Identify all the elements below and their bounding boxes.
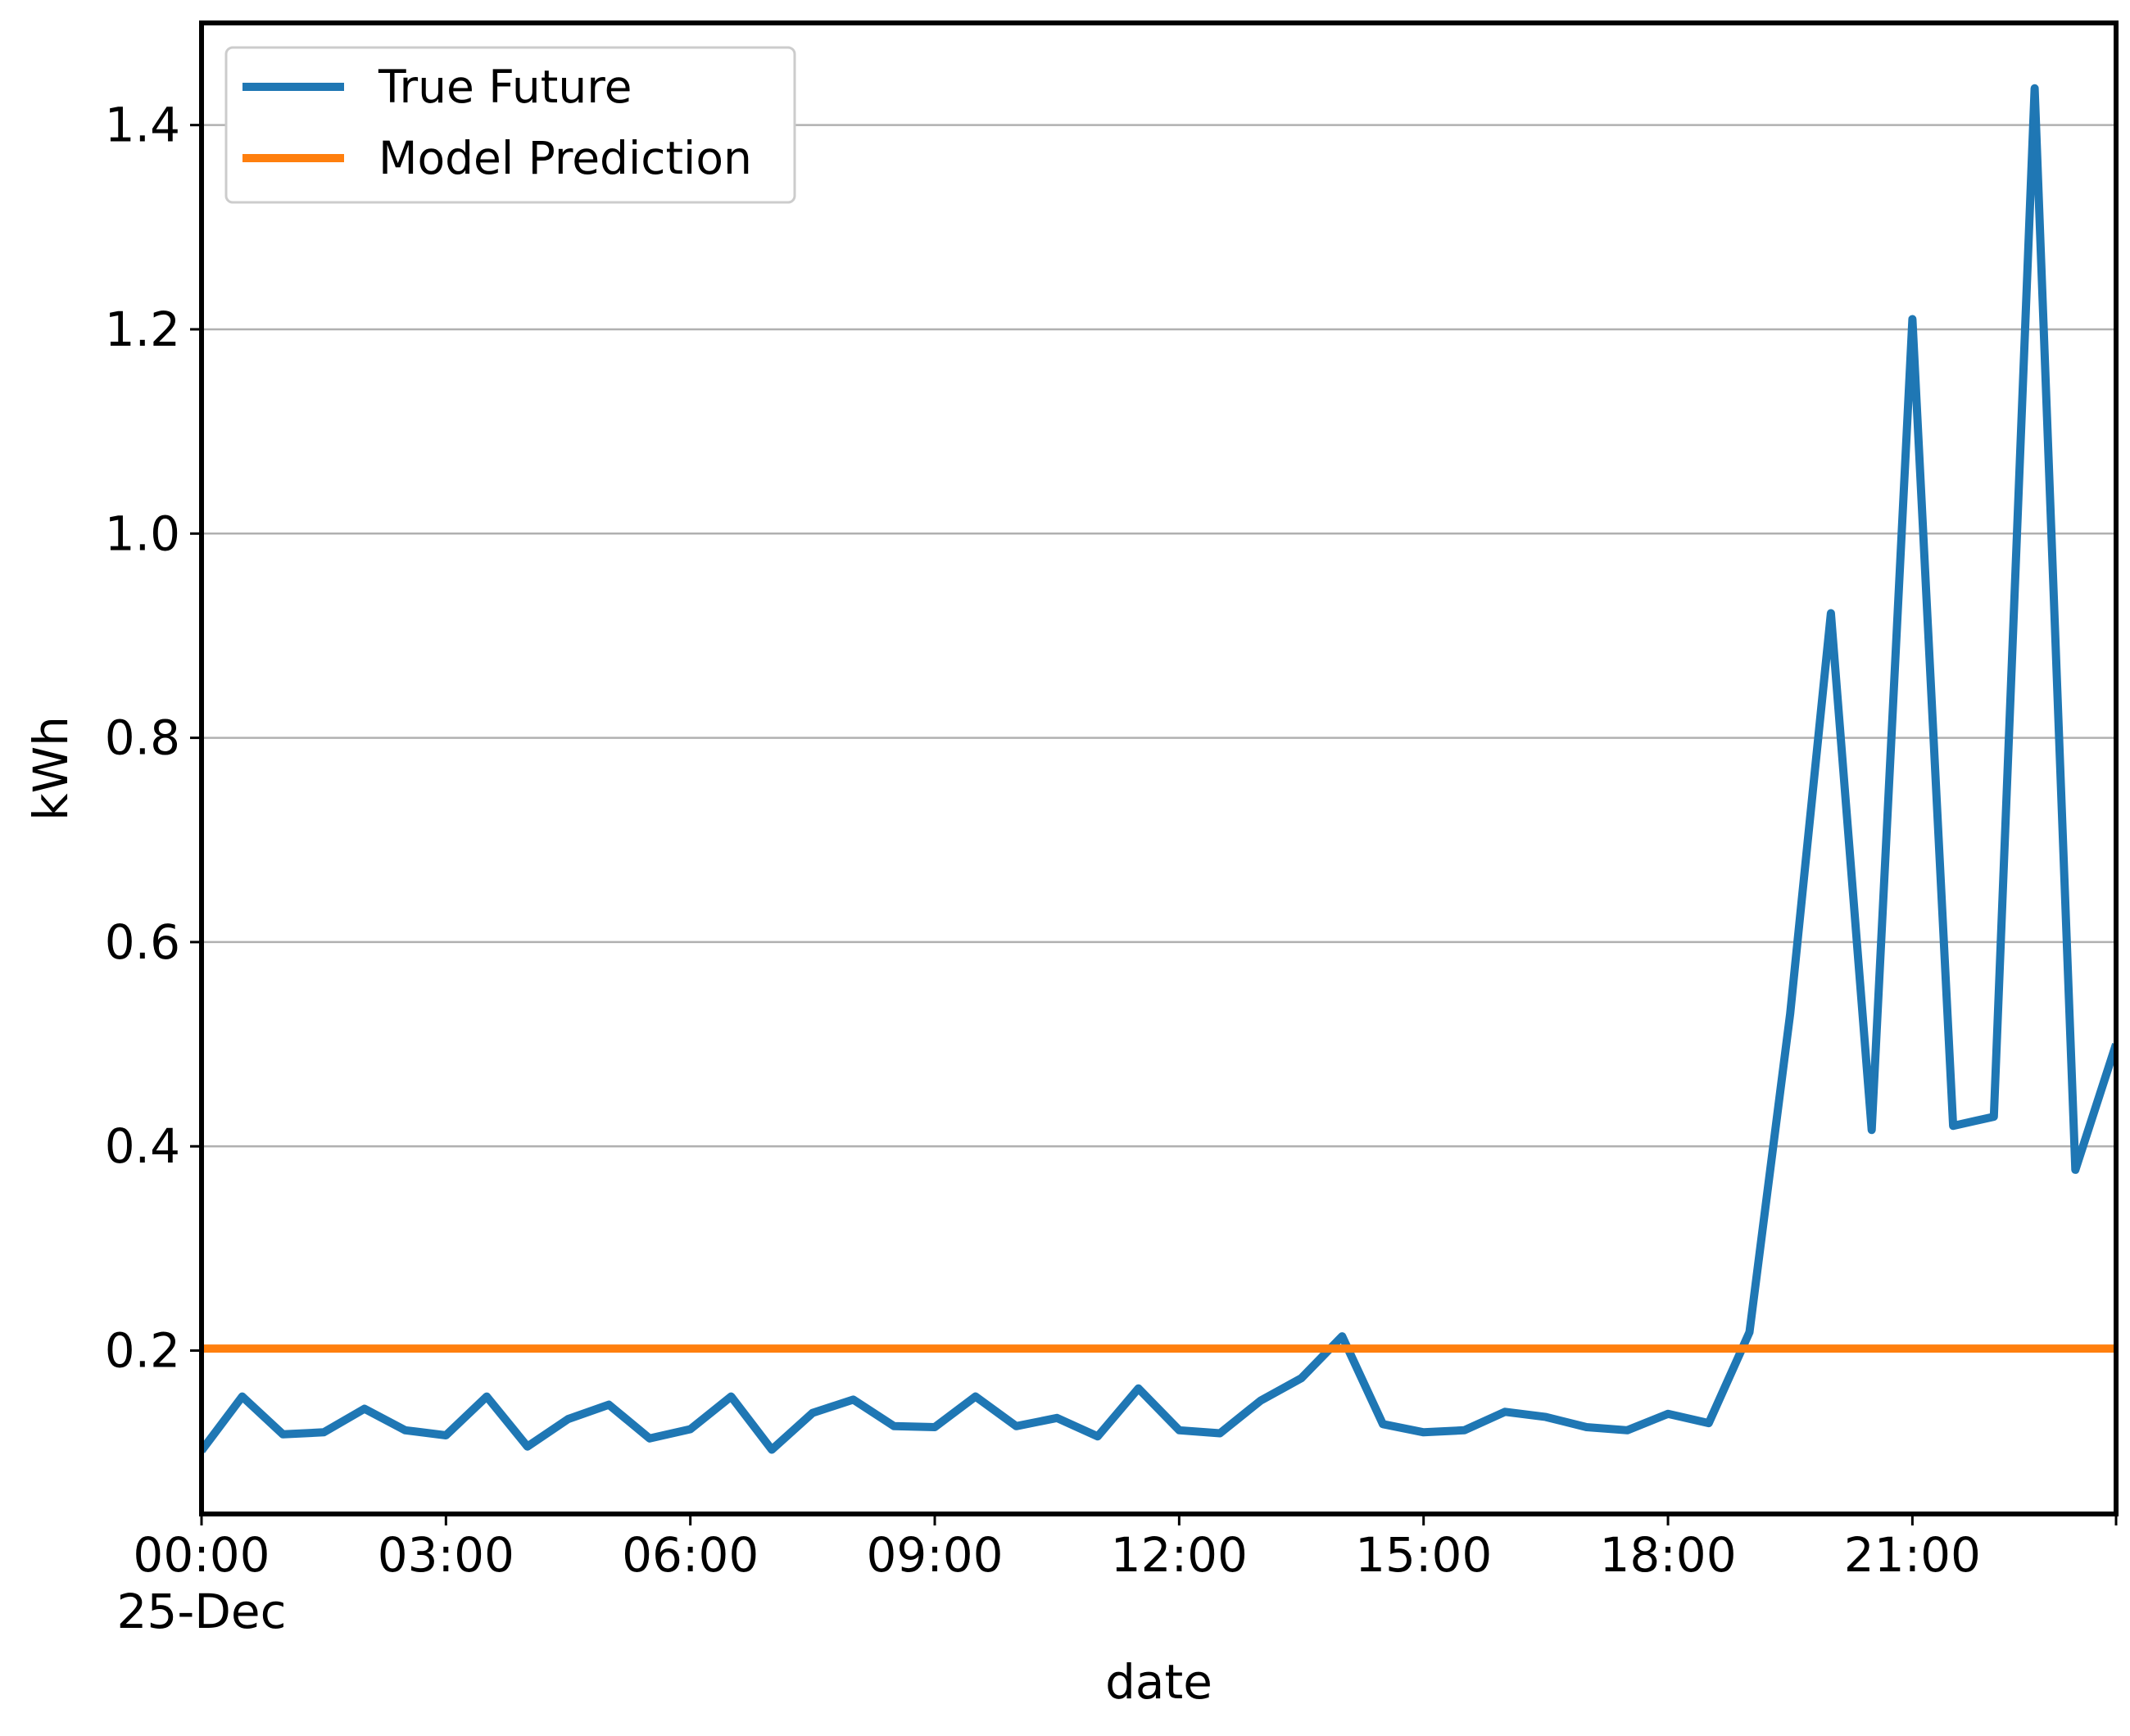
y-tick-label: 1.2 — [105, 301, 180, 357]
x-tick-label: 00:00 — [133, 1527, 270, 1583]
x-tick-label: 15:00 — [1355, 1527, 1492, 1583]
series-line-true-future — [202, 84, 2116, 1454]
plot-frame — [199, 20, 2119, 1516]
x-axis-label: date — [1105, 1654, 1212, 1710]
y-axis-ticks: 0.2 0.4 0.6 0.8 1.0 1.2 1.4 — [105, 97, 202, 1379]
x-tick-label: 12:00 — [1111, 1527, 1248, 1583]
x-tick-label: 21:00 — [1844, 1527, 1981, 1583]
x-tick-sublabel: 25-Dec — [117, 1584, 287, 1639]
y-tick-label: 0.2 — [105, 1323, 180, 1379]
y-tick-label: 0.6 — [105, 914, 180, 970]
x-tick-label: 18:00 — [1599, 1527, 1736, 1583]
legend: True Future Model Prediction — [224, 46, 796, 204]
x-tick-label: 03:00 — [378, 1527, 514, 1583]
x-tick-label: 06:00 — [622, 1527, 759, 1583]
legend-box — [224, 46, 796, 204]
x-tick-label: 09:00 — [866, 1527, 1003, 1583]
y-tick-label: 1.4 — [105, 97, 180, 153]
y-tick-label: 0.4 — [105, 1118, 180, 1174]
legend-label-true-future: True Future — [378, 61, 632, 113]
series-lines — [202, 84, 2116, 1454]
y-gridlines — [202, 124, 2116, 1352]
y-tick-label: 0.8 — [105, 710, 180, 766]
y-tick-label: 1.0 — [105, 505, 180, 561]
y-axis-label: kWh — [23, 716, 79, 821]
legend-label-model-prediction: Model Prediction — [378, 132, 752, 184]
